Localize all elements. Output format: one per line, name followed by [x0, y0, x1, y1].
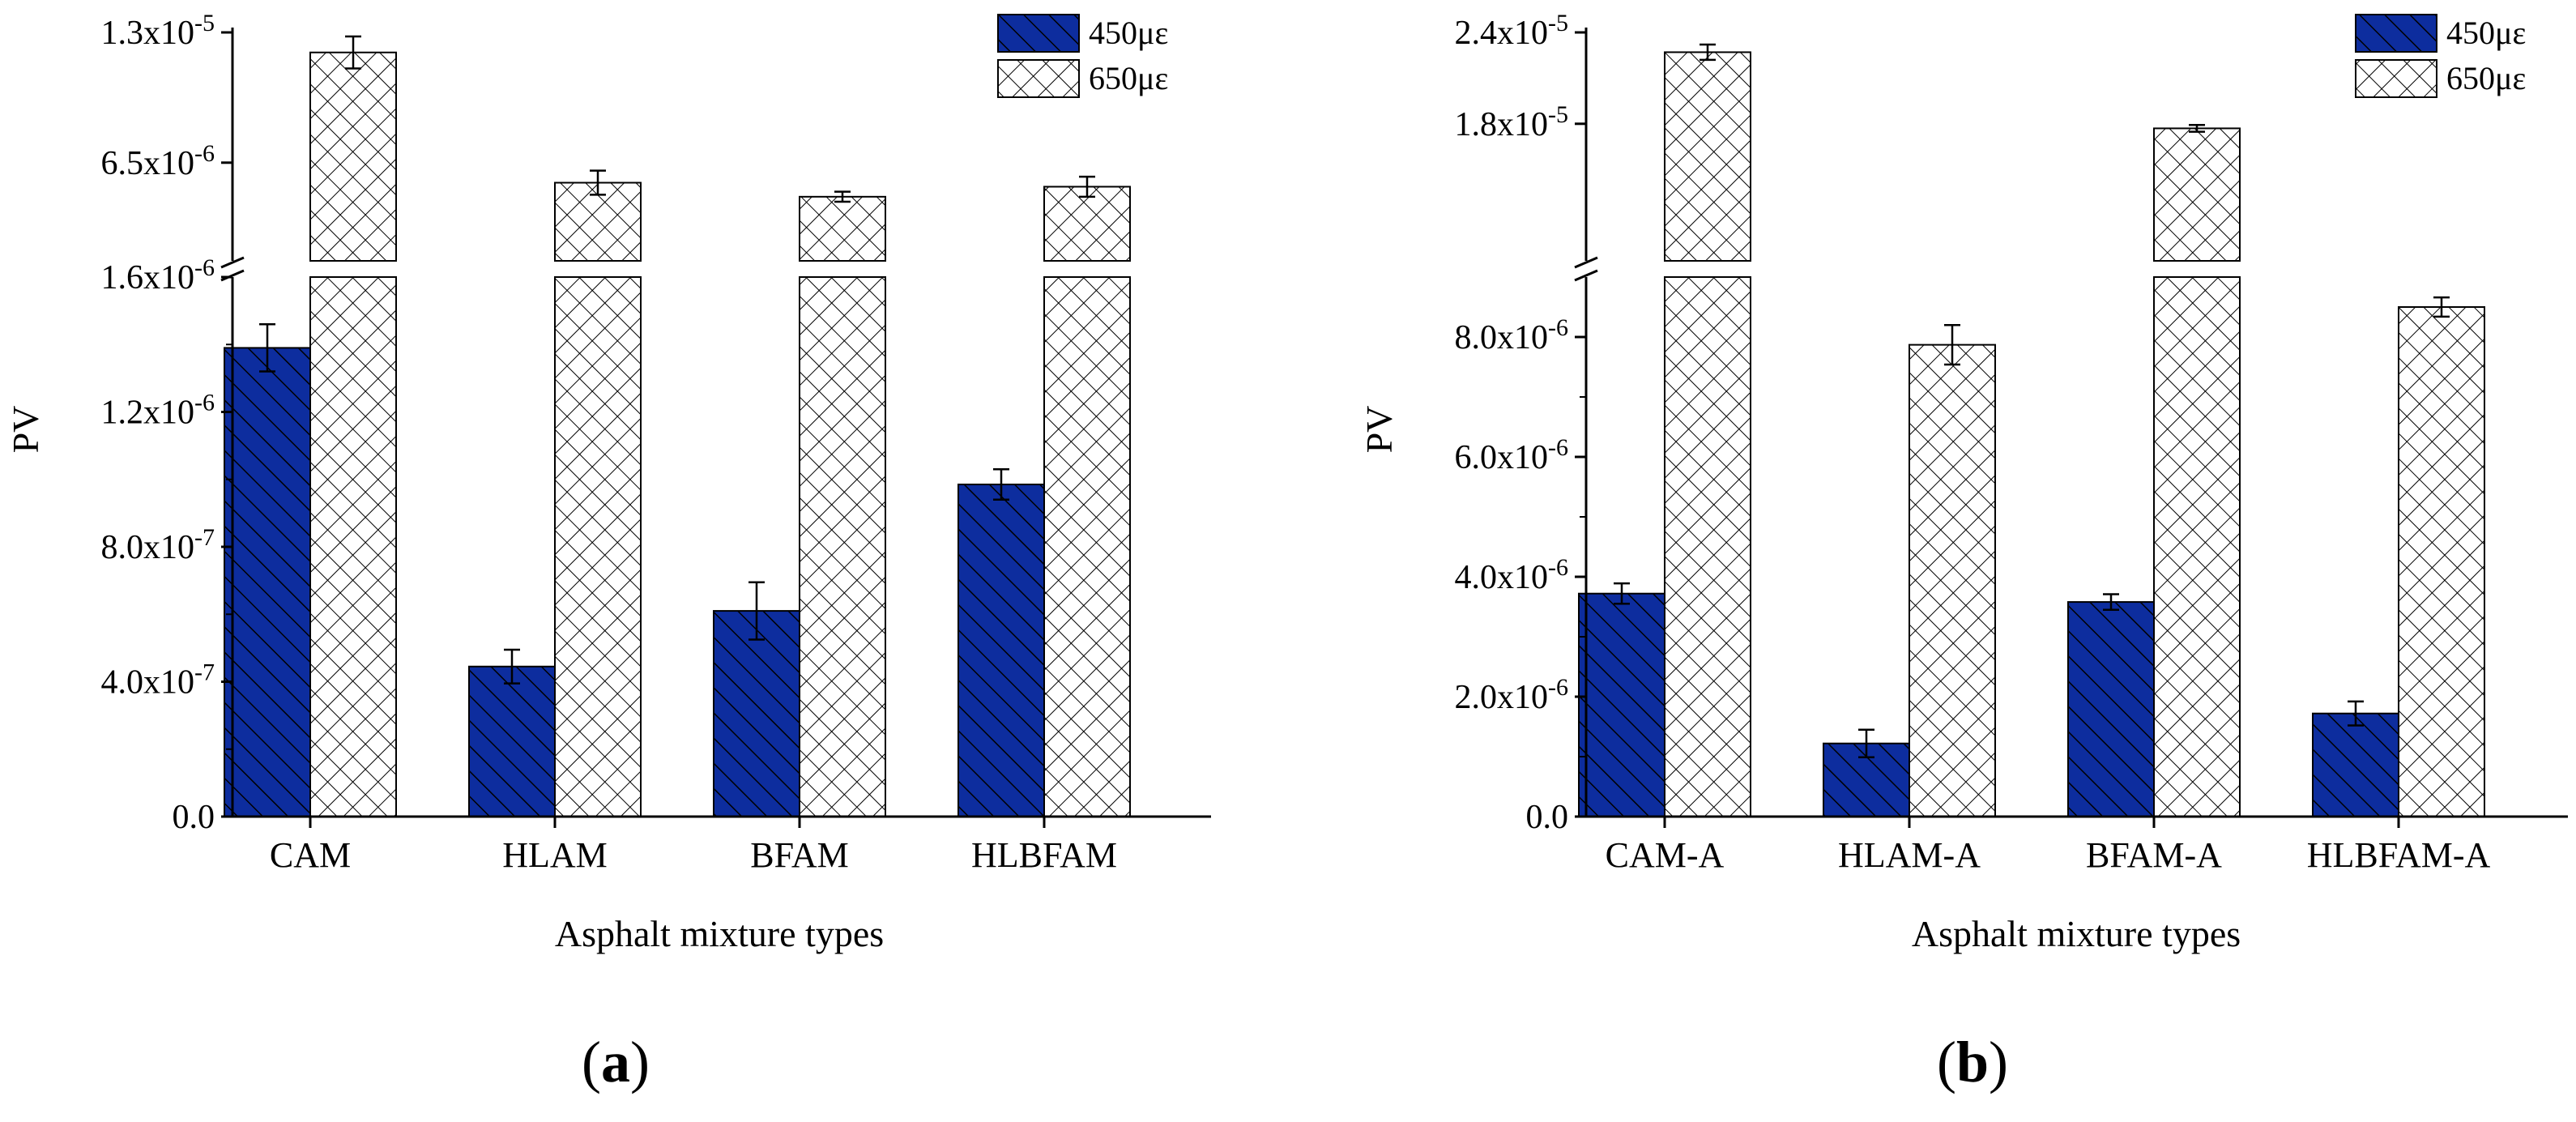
x-tick-label: HLAM	[502, 835, 608, 875]
y-tick-label: 6.0x10-6	[1455, 434, 1569, 476]
y-tick-label: 2.0x10-6	[1455, 674, 1569, 716]
legend-swatch	[997, 14, 1080, 53]
legend-swatch	[2355, 59, 2437, 98]
bar-lower-BFAM-s1	[799, 276, 886, 817]
panel-label: (b)	[1937, 1030, 2008, 1094]
x-tick-label: CAM-A	[1606, 835, 1725, 875]
bar-HLAM-A-s1	[1909, 343, 1996, 817]
bar-upper-HLBFAM-s1	[1043, 186, 1131, 262]
bar-lower-HLAM-s1	[554, 276, 642, 817]
bar-lower-CAM-s1	[309, 276, 397, 817]
legend-label: 650με	[1089, 60, 1168, 96]
legend-label: 650με	[2446, 60, 2526, 96]
panel-label: (a)	[582, 1030, 650, 1094]
y-tick-label: 0.0	[173, 799, 215, 836]
x-tick-label: HLBFAM	[971, 835, 1117, 875]
x-tick-label: BFAM-A	[2086, 835, 2222, 875]
chart-panel-b: 0.0 2.0x10-6 4.0x10-6 6.0x10-6 8.0x10-6 1.8x1…	[1358, 10, 2570, 1094]
y-tick-label-upper: 6.5x10-6	[101, 140, 215, 182]
x-tick-label: HLBFAM-A	[2307, 835, 2491, 875]
bar-upper-BFAM-s1	[799, 195, 886, 262]
axis-break-mark-upper	[1574, 256, 1598, 269]
y-tick-label: 1.6x10-6	[101, 254, 215, 296]
y-tick-label: 1.2x10-6	[101, 390, 215, 432]
bar-upper-CAM-A-s1	[1664, 51, 1751, 262]
x-tick-label: BFAM	[750, 835, 848, 875]
bar-lower-CAM-A-s1	[1664, 276, 1751, 817]
bar-upper-BFAM-A-s1	[2153, 127, 2241, 262]
axis-break-mark-lower	[1574, 269, 1598, 282]
legend-label: 450με	[1089, 15, 1168, 51]
bar-lower-BFAM-A-s1	[2153, 276, 2241, 817]
y-tick-label: 4.0x10-6	[1455, 554, 1569, 596]
bar-BFAM-s0	[713, 610, 800, 818]
y-axis-title: PV	[1358, 406, 1400, 454]
bar-HLAM-s0	[468, 665, 556, 817]
bar-BFAM-A-s0	[2067, 601, 2155, 818]
legend-label: 450με	[2446, 15, 2526, 51]
y-tick-label: 0.0	[1526, 799, 1569, 836]
legend-swatch	[2355, 14, 2437, 53]
bar-upper-CAM-s1	[309, 51, 397, 262]
chart-panel-a: 0.0 4.0x10-7 8.0x10-7 1.2x10-6 1.6x10-6 6.5x1…	[5, 10, 1213, 1094]
axis-break-mark-upper	[220, 256, 245, 269]
bar-HLBFAM-A-s0	[2312, 712, 2399, 817]
axis-break-mark-lower	[220, 269, 245, 282]
x-axis-title: Asphalt mixture types	[555, 913, 884, 954]
x-tick-label: HLAM-A	[1838, 835, 1981, 875]
x-tick-label: CAM	[270, 835, 351, 875]
x-axis-title: Asphalt mixture types	[1912, 913, 2241, 954]
y-axis-title: PV	[5, 406, 46, 454]
bar-CAM-A-s0	[1578, 592, 1665, 817]
bar-HLBFAM-A-s1	[2398, 306, 2485, 817]
bar-lower-HLBFAM-s1	[1043, 276, 1131, 817]
y-tick-label: 4.0x10-7	[101, 659, 215, 702]
y-tick-label-upper: 1.3x10-5	[101, 10, 215, 52]
y-tick-label: 8.0x10-6	[1455, 314, 1569, 356]
y-tick-label: 8.0x10-7	[101, 524, 215, 566]
axis-break-gap	[231, 262, 1213, 276]
legend-swatch	[997, 59, 1080, 98]
bar-HLBFAM-s0	[957, 483, 1045, 818]
axis-break-gap	[1584, 262, 2570, 276]
y-tick-label-upper: 2.4x10-5	[1455, 10, 1569, 52]
y-tick-label-upper: 1.8x10-5	[1455, 101, 1569, 143]
bar-CAM-s0	[224, 347, 311, 818]
